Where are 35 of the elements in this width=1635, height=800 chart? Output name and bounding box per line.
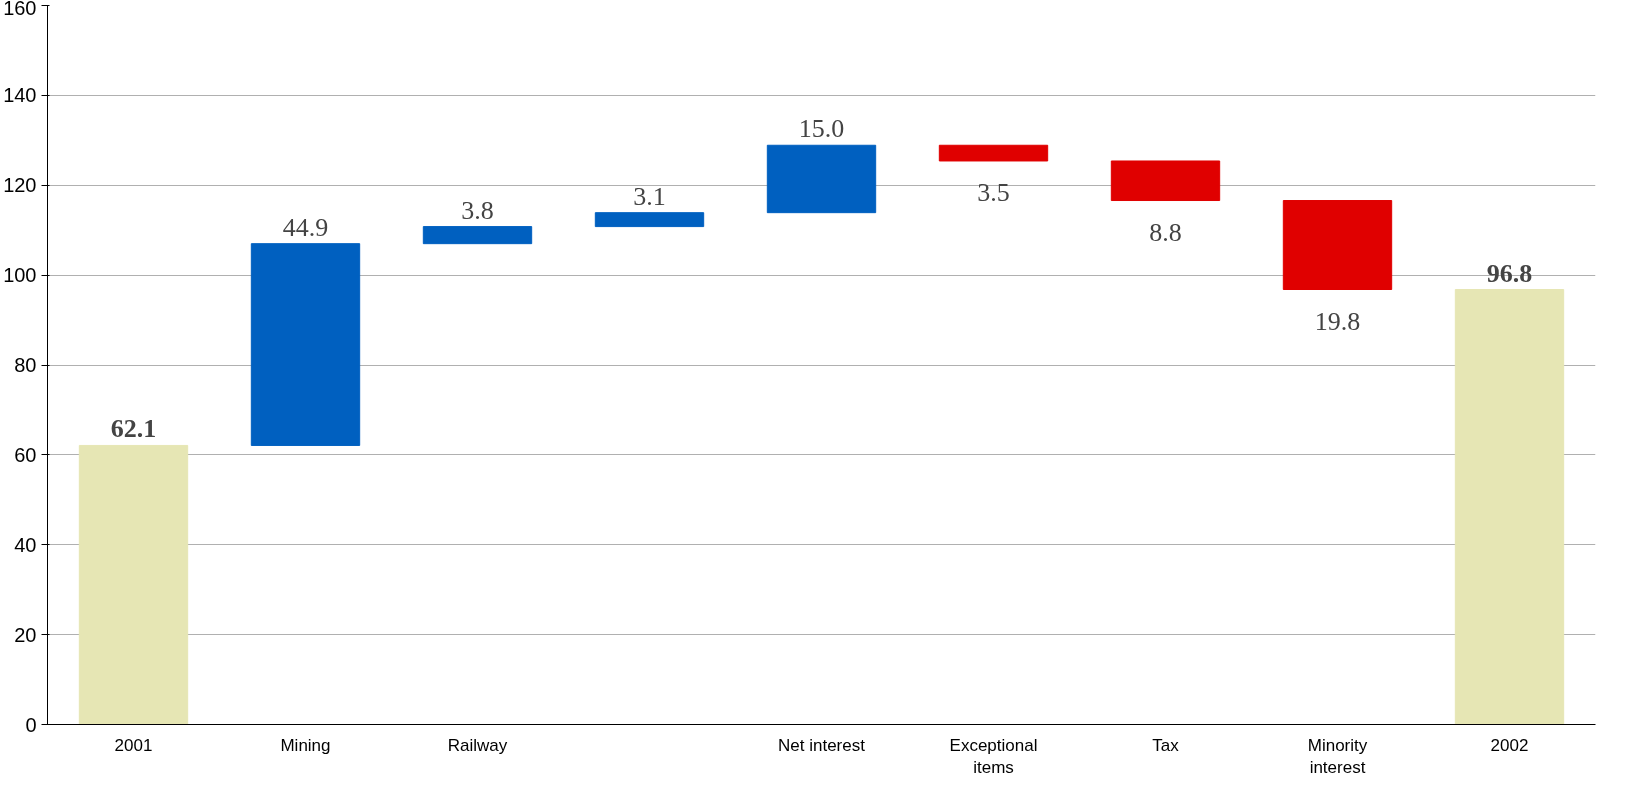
data-label: 3.1 xyxy=(633,181,666,211)
x-tick-label: Tax xyxy=(1152,735,1180,755)
bar xyxy=(938,144,1049,162)
x-tick-label: 2002 xyxy=(1490,735,1529,755)
x-tick-label: Minority interest xyxy=(1307,735,1368,778)
x-tick-label: Net interest xyxy=(778,735,866,755)
bar xyxy=(1110,160,1221,202)
x-tick-label: Mining xyxy=(280,735,331,755)
y-tick-label: 60 xyxy=(14,443,37,466)
x-tick-label: Railway xyxy=(447,735,508,755)
bar xyxy=(422,226,533,245)
data-label: 62.1 xyxy=(110,414,157,444)
data-label: 19.8 xyxy=(1314,306,1361,336)
data-label: 8.8 xyxy=(1149,217,1182,247)
data-label: 15.0 xyxy=(798,114,845,144)
bar xyxy=(1454,289,1565,725)
x-tick-label: Exceptional items xyxy=(949,735,1038,778)
data-label: 44.9 xyxy=(282,212,329,242)
y-tick-label: 160 xyxy=(3,0,37,19)
bar xyxy=(78,444,189,725)
y-tick-label: 80 xyxy=(14,354,37,376)
bar xyxy=(1282,200,1393,291)
y-tick-label: 140 xyxy=(3,84,37,107)
data-label: 96.8 xyxy=(1486,258,1533,288)
y-tick-label: 20 xyxy=(14,623,37,646)
y-tick-label: 120 xyxy=(3,174,37,197)
y-tick-label: 40 xyxy=(14,533,37,556)
x-tick-label: 2001 xyxy=(114,735,153,755)
bar xyxy=(766,144,877,214)
data-label: 3.5 xyxy=(977,177,1010,207)
y-tick-label: 100 xyxy=(3,264,37,287)
bar xyxy=(594,212,705,228)
data-label: 3.8 xyxy=(461,195,494,225)
bar xyxy=(250,243,361,446)
y-tick-label: 0 xyxy=(25,713,37,736)
